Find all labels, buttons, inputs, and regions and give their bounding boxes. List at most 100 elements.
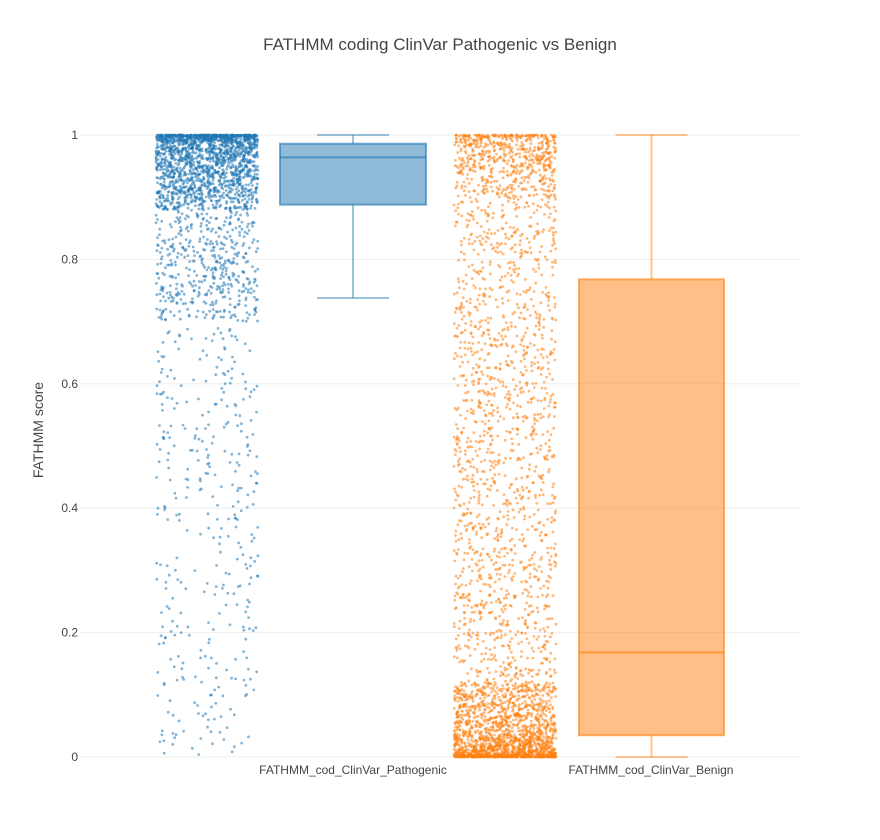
data-point (486, 431, 489, 435)
data-point (247, 229, 251, 232)
data-point (491, 688, 495, 691)
data-point (492, 211, 495, 215)
data-point (249, 193, 253, 197)
data-point (192, 289, 196, 293)
data-point (250, 153, 254, 157)
data-point (206, 472, 210, 475)
data-point (229, 282, 233, 286)
data-point (519, 256, 522, 259)
data-point (155, 392, 159, 396)
data-point (483, 342, 487, 345)
data-point (199, 222, 203, 225)
data-point (501, 673, 505, 676)
data-point (533, 416, 536, 420)
data-point (207, 178, 210, 182)
data-point (253, 155, 257, 159)
data-point (248, 158, 251, 162)
data-point (178, 166, 182, 170)
data-point (193, 701, 197, 705)
data-point (233, 305, 237, 309)
data-point (198, 143, 202, 147)
data-point (243, 134, 247, 138)
data-point (476, 454, 479, 457)
data-point (184, 149, 188, 153)
data-point (251, 143, 255, 146)
data-point (171, 148, 174, 152)
data-point (209, 229, 213, 233)
data-point (168, 142, 172, 145)
data-point (542, 154, 546, 158)
data-point (512, 201, 516, 204)
data-point (253, 295, 256, 299)
data-point (179, 611, 183, 615)
data-point (462, 314, 466, 318)
data-point (466, 347, 470, 351)
data-point (536, 578, 540, 582)
data-point (167, 164, 170, 168)
data-point (539, 412, 542, 416)
data-point (476, 579, 479, 583)
data-point (211, 495, 215, 498)
data-point (460, 709, 464, 713)
data-point (158, 740, 162, 744)
data-point (204, 195, 208, 199)
data-point (553, 156, 557, 160)
data-point (464, 584, 468, 587)
data-point (504, 692, 508, 696)
data-point (211, 166, 215, 170)
data-point (212, 190, 216, 194)
data-point (513, 325, 517, 329)
data-point (215, 287, 219, 291)
data-point (182, 167, 185, 171)
data-point (532, 343, 536, 347)
data-point (466, 604, 470, 607)
data-point (228, 196, 232, 200)
data-point (246, 288, 250, 292)
data-point (474, 440, 478, 443)
data-point (198, 255, 202, 259)
data-point (552, 453, 556, 457)
data-point (484, 240, 488, 244)
data-point (181, 245, 184, 249)
data-point (452, 465, 456, 468)
data-point (164, 138, 168, 142)
data-point (159, 193, 163, 197)
data-point (193, 569, 197, 572)
data-point (235, 206, 239, 210)
data-point (546, 517, 550, 521)
data-point (503, 335, 507, 338)
data-point (199, 138, 203, 141)
data-point (462, 189, 466, 193)
data-point (248, 582, 251, 586)
data-point (173, 185, 177, 189)
data-point (222, 191, 226, 195)
data-point (238, 152, 242, 156)
data-point (533, 698, 537, 701)
data-point (512, 366, 516, 370)
data-point (548, 699, 551, 703)
data-point (218, 261, 222, 265)
data-point (226, 591, 230, 595)
data-point (531, 525, 534, 528)
data-point (470, 200, 473, 204)
data-point (222, 275, 225, 279)
data-point (494, 600, 498, 603)
data-point (530, 699, 533, 702)
data-point (179, 187, 183, 190)
data-point (245, 232, 249, 236)
data-point (500, 730, 504, 733)
data-point (157, 642, 161, 646)
data-point (248, 313, 252, 317)
data-point (231, 200, 235, 204)
data-point (453, 322, 456, 325)
data-point (198, 154, 202, 158)
data-point (553, 668, 556, 672)
data-point (209, 157, 213, 161)
data-point (172, 205, 176, 209)
data-point (245, 174, 249, 178)
data-point (189, 183, 193, 187)
data-point (245, 211, 249, 215)
data-point (189, 159, 193, 163)
data-point (464, 273, 468, 277)
data-point (163, 185, 167, 188)
